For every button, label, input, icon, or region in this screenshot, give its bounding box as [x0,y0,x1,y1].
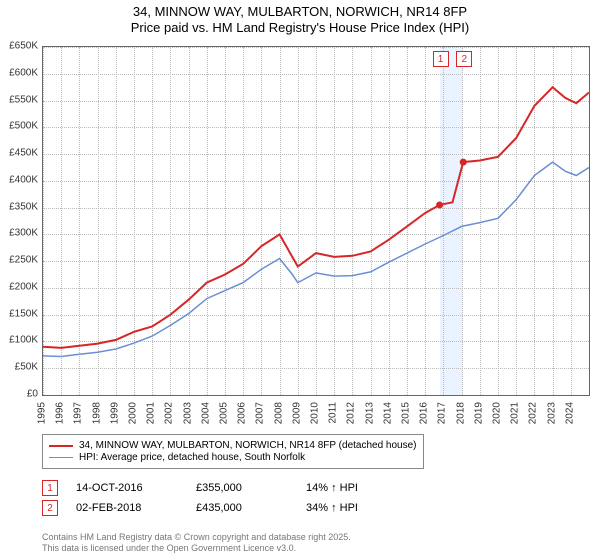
x-tick-label: 2018 [455,402,466,424]
y-tick-label: £50K [15,362,38,373]
y-axis: £0£50K£100K£150K£200K£250K£300K£350K£400… [0,46,40,396]
sale-row: 1 14-OCT-2016£355,00014% ↑ HPI [42,478,590,498]
footer: Contains HM Land Registry data © Crown c… [42,532,351,554]
chart-container: 34, MINNOW WAY, MULBARTON, NORWICH, NR14… [0,0,600,560]
footer-line2: This data is licensed under the Open Gov… [42,543,351,554]
x-tick-label: 2000 [128,402,139,424]
sales-table: 1 14-OCT-2016£355,00014% ↑ HPI 2 02-FEB-201… [42,478,590,518]
x-tick-label: 2005 [219,402,230,424]
y-tick-label: £300K [9,228,38,239]
sale-price: £355,000 [196,482,306,494]
title-line1: 34, MINNOW WAY, MULBARTON, NORWICH, NR14… [0,4,600,20]
x-tick-label: 2020 [492,402,503,424]
x-tick-label: 2007 [255,402,266,424]
legend-row: 34, MINNOW WAY, MULBARTON, NORWICH, NR14… [49,440,417,451]
x-tick-label: 2009 [291,402,302,424]
x-tick-label: 2001 [146,402,157,424]
sale-date: 14-OCT-2016 [76,482,196,494]
x-tick-label: 2019 [473,402,484,424]
legend-row: HPI: Average price, detached house, Sout… [49,452,417,463]
legend-label: 34, MINNOW WAY, MULBARTON, NORWICH, NR14… [79,440,417,451]
sale-marker-1 [436,201,443,208]
legend-label: HPI: Average price, detached house, Sout… [79,452,305,463]
y-tick-label: £600K [9,67,38,78]
legend: 34, MINNOW WAY, MULBARTON, NORWICH, NR14… [42,434,424,469]
y-tick-label: £650K [9,41,38,52]
y-tick-label: £450K [9,148,38,159]
x-tick-label: 2013 [364,402,375,424]
legend-swatch [49,457,73,458]
x-tick-label: 1996 [55,402,66,424]
x-tick-label: 1995 [37,402,48,424]
x-tick-label: 1999 [109,402,120,424]
sale-row: 2 02-FEB-2018£435,00034% ↑ HPI [42,498,590,518]
x-tick-label: 1998 [91,402,102,424]
x-tick-label: 2021 [510,402,521,424]
marker-box-1: 1 [433,51,449,67]
series-hpi [43,162,589,356]
marker-box-2: 2 [456,51,472,67]
x-tick-label: 2017 [437,402,448,424]
x-tick-label: 2014 [382,402,393,424]
x-tick-label: 2022 [528,402,539,424]
x-tick-label: 2002 [164,402,175,424]
sale-hpi: 34% ↑ HPI [306,502,358,514]
sale-marker-2 [460,159,467,166]
sale-date: 02-FEB-2018 [76,502,196,514]
title-block: 34, MINNOW WAY, MULBARTON, NORWICH, NR14… [0,0,600,37]
x-tick-label: 2015 [401,402,412,424]
title-line2: Price paid vs. HM Land Registry's House … [0,20,600,36]
y-tick-label: £350K [9,201,38,212]
y-tick-label: £400K [9,174,38,185]
y-tick-label: £100K [9,335,38,346]
x-tick-label: 2006 [237,402,248,424]
y-tick-label: £250K [9,255,38,266]
chart-svg [43,47,589,395]
y-tick-label: £200K [9,281,38,292]
x-tick-label: 2003 [182,402,193,424]
x-tick-label: 2016 [419,402,430,424]
x-tick-label: 2012 [346,402,357,424]
sale-index-box: 1 [42,480,58,496]
legend-swatch [49,445,73,447]
plot-area: 12 [42,46,590,396]
sale-price: £435,000 [196,502,306,514]
x-tick-label: 1997 [73,402,84,424]
sale-hpi: 14% ↑ HPI [306,482,358,494]
y-tick-label: £0 [27,389,38,400]
footer-line1: Contains HM Land Registry data © Crown c… [42,532,351,543]
y-tick-label: £150K [9,308,38,319]
sale-index-box: 2 [42,500,58,516]
series-price_paid [43,87,589,348]
x-tick-label: 2011 [328,402,339,424]
y-tick-label: £550K [9,94,38,105]
x-tick-label: 2010 [310,402,321,424]
x-tick-label: 2004 [200,402,211,424]
x-tick-label: 2024 [564,402,575,424]
x-tick-label: 2008 [273,402,284,424]
x-tick-label: 2023 [546,402,557,424]
y-tick-label: £500K [9,121,38,132]
x-axis: 1995199619971998199920002001200220032004… [42,398,590,428]
